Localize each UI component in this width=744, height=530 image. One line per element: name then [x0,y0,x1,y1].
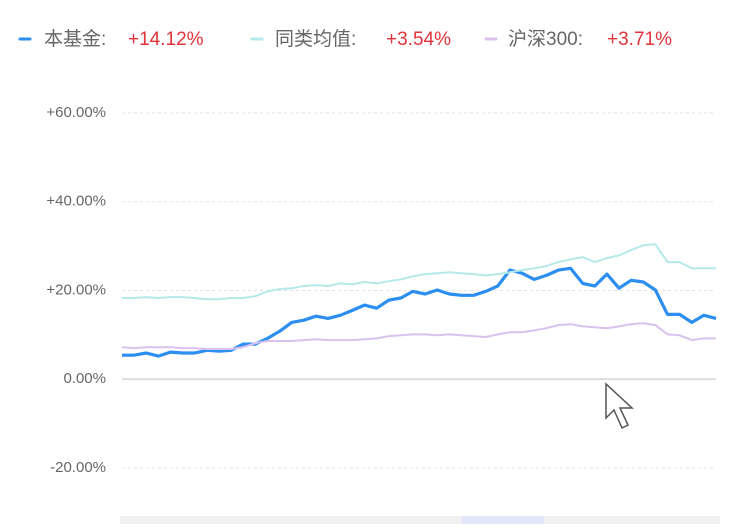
series-line [121,322,716,350]
y-tick-label: 0.00% [63,370,106,387]
series-line [122,243,716,301]
scroll-thumb[interactable] [462,516,544,524]
legend-value: +3.71% [607,29,672,50]
legend-value: +14.12% [128,29,204,50]
y-tick-label: +60.00% [46,104,106,121]
y-tick-label: +40.00% [46,193,106,210]
legend-value: +3.54% [386,29,451,50]
series-line [122,266,717,358]
legend-name: 同类均值: [275,28,356,50]
cursor [605,382,634,430]
scrollbar[interactable] [120,516,720,524]
legend-name: 沪深300: [508,28,583,50]
y-tick-label: +20.00% [46,281,106,298]
y-tick-label: -20.00% [50,459,106,476]
plot [121,112,717,469]
legend-name: 本基金: [44,28,106,50]
